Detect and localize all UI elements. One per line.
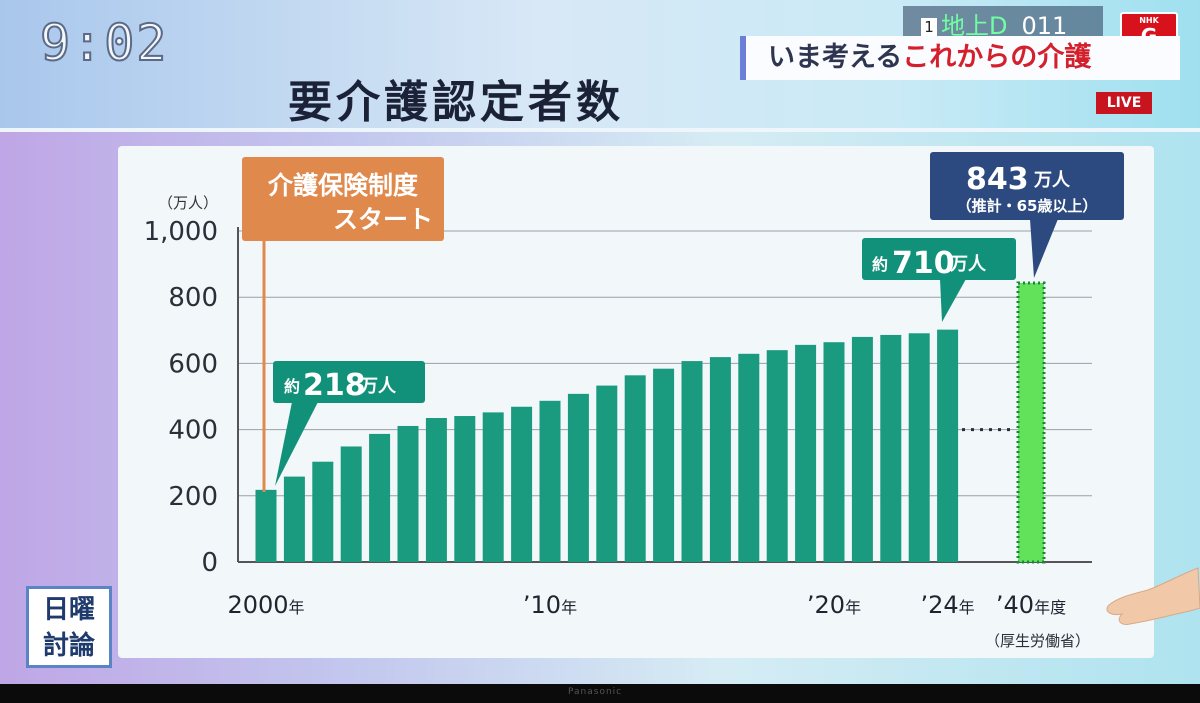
chart-panel: 0 200 400 600 800 1,000 （万人） 2000年 ’10年 ’20年 ’24年 ’… <box>118 146 1154 658</box>
bar <box>851 336 873 562</box>
bar <box>937 329 959 562</box>
bar <box>340 446 362 562</box>
program-title-part2: これからの介護 <box>902 42 1092 73</box>
start-annotation-line2: スタート <box>333 205 433 234</box>
bar <box>624 375 646 562</box>
forecast-callout-note: （推計・65歳以上） <box>957 197 1098 215</box>
channel-number: 1 <box>921 18 937 36</box>
bar <box>539 400 561 562</box>
start-annotation-line1: 介護保険制度 <box>267 171 418 200</box>
first-callout-value: 218 <box>303 368 366 403</box>
tv-bezel <box>0 684 1200 703</box>
y-tick-label: 400 <box>168 416 218 446</box>
bar-chart: 0 200 400 600 800 1,000 （万人） 2000年 ’10年 ’20年 ’24年 ’… <box>144 152 1124 650</box>
first-callout-prefix: 約 <box>284 377 300 396</box>
y-tick-label: 800 <box>168 283 218 313</box>
latest-callout-prefix: 約 <box>872 255 888 274</box>
bar <box>369 433 391 562</box>
x-tick-label: ’24年 <box>921 591 975 619</box>
forecast-callout-value: 843 <box>966 162 1029 197</box>
bar <box>766 350 788 562</box>
latest-callout-value: 710 <box>892 246 955 281</box>
x-tick-label: 2000年 <box>227 591 304 619</box>
first-callout-tail <box>275 402 318 486</box>
channel-code: 011 <box>1021 12 1068 40</box>
live-badge: LIVE <box>1096 92 1152 114</box>
bar <box>454 416 476 562</box>
bar <box>908 333 930 562</box>
x-tick-label: ’10年 <box>523 591 577 619</box>
show-name-line2: 討論 <box>42 631 95 661</box>
latest-callout-box <box>862 238 1016 280</box>
bar <box>709 357 731 562</box>
bar <box>255 489 277 562</box>
x-tick-label: ’20年 <box>807 591 861 619</box>
latest-callout-tail <box>940 279 966 322</box>
forecast-callout-tail <box>1030 219 1058 278</box>
first-callout-box <box>273 361 425 403</box>
forecast-callout-suffix: 万人 <box>1033 170 1071 191</box>
bar <box>283 476 305 562</box>
program-title: いま考えるこれからの介護 <box>740 36 1180 80</box>
bar <box>596 385 618 562</box>
presenter-hand-icon <box>1106 567 1200 625</box>
bar <box>397 425 419 562</box>
y-tick-label: 1,000 <box>144 217 218 247</box>
y-tick-label: 600 <box>168 349 218 379</box>
tv-brand-logo: Panasonic <box>568 687 623 697</box>
network-small: NHK <box>1139 16 1159 25</box>
program-title-part1: いま考える <box>768 42 903 73</box>
bar <box>738 353 760 562</box>
start-annotation-box <box>242 157 444 241</box>
forecast-callout-box <box>930 152 1124 220</box>
bar <box>823 342 845 562</box>
page-title: 要介護認定者数 <box>288 77 624 128</box>
bar <box>880 334 902 562</box>
projection-bar <box>1016 281 1046 564</box>
bar <box>312 461 334 562</box>
bar <box>567 393 589 562</box>
bar <box>482 412 504 562</box>
y-tick-label: 200 <box>168 482 218 512</box>
y-unit-label: （万人） <box>158 194 218 212</box>
channel-text: 地上D <box>941 12 1008 40</box>
source-label: （厚生労働省） <box>985 632 1090 650</box>
latest-callout-suffix: 万人 <box>949 254 987 275</box>
x-tick-label: ’40年度 <box>996 591 1066 619</box>
clock: 9:02 <box>39 13 169 73</box>
first-callout-suffix: 万人 <box>359 376 397 397</box>
bar <box>653 368 675 562</box>
show-name-line1: 日曜 <box>42 595 95 625</box>
bar <box>511 406 533 562</box>
y-tick-label: 0 <box>201 548 218 578</box>
bar <box>425 418 447 562</box>
bar <box>795 344 817 562</box>
show-name-logo: 日曜 討論 <box>26 586 112 668</box>
bar <box>681 361 703 562</box>
